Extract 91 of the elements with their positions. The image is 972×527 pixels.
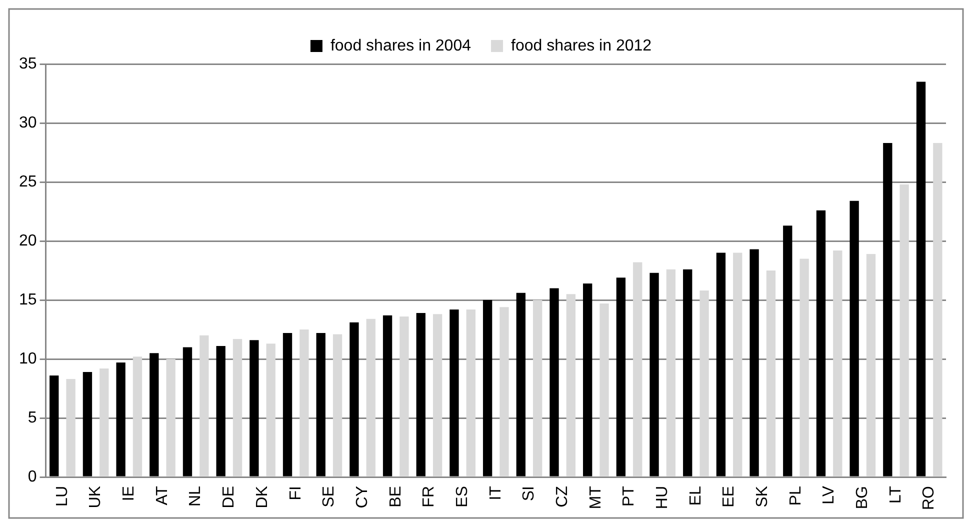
bar: [716, 252, 726, 476]
x-tick-label: PL: [787, 486, 804, 506]
y-tick-label: 0: [28, 468, 37, 486]
bar: [900, 184, 909, 476]
bar: [482, 300, 492, 476]
x-tick-label: PT: [620, 486, 638, 506]
y-tick-label: 35: [19, 55, 37, 72]
bar: [583, 283, 592, 476]
x-tick-label: SE: [320, 486, 338, 508]
x-tick-label: IE: [120, 486, 138, 502]
bar: [400, 316, 409, 476]
bar: [783, 226, 792, 476]
y-tick-label: 25: [19, 173, 37, 190]
x-tick-label: LU: [54, 486, 71, 506]
bar: [166, 359, 176, 476]
bar: [150, 353, 159, 476]
x-tick-label: BG: [854, 486, 872, 510]
x-tick-label: SI: [520, 486, 538, 502]
bar: [350, 322, 359, 476]
bar: [600, 304, 609, 476]
bar: [633, 262, 642, 476]
bar: [416, 312, 426, 476]
bar: [650, 272, 659, 476]
legend-label: food shares in 2004: [330, 37, 472, 54]
x-tick-label: MT: [587, 486, 604, 510]
x-tick-label: BE: [387, 486, 404, 508]
bar: [816, 210, 826, 476]
bar: [933, 143, 942, 476]
bar: [566, 294, 576, 476]
x-tick-label: HU: [654, 486, 672, 510]
bar: [550, 288, 559, 476]
x-tick-label: SK: [754, 486, 772, 508]
bar: [800, 258, 809, 476]
bar: [432, 314, 442, 476]
x-tick-label: IT: [487, 486, 504, 500]
x-tick-label: FI: [287, 486, 304, 500]
x-tick-label: CY: [354, 486, 371, 508]
x-tick-label: UK: [87, 486, 104, 508]
bar: [332, 334, 342, 476]
x-tick-label: AT: [154, 486, 171, 506]
bar: [300, 330, 309, 476]
y-tick-label: 30: [19, 114, 37, 132]
bar: [250, 340, 259, 476]
bar: [850, 200, 859, 476]
legend-label: food shares in 2012: [511, 37, 652, 54]
bar: [883, 143, 892, 476]
bar: [500, 307, 509, 476]
bar: [916, 82, 926, 476]
bar: [683, 269, 692, 476]
bar: [833, 250, 842, 476]
y-tick-label: 5: [28, 409, 37, 426]
bar: [700, 290, 709, 476]
x-tick-label: EE: [720, 486, 738, 508]
bar: [232, 338, 242, 476]
bar: [316, 333, 326, 476]
x-tick-label: LT: [887, 486, 904, 504]
bar: [116, 362, 126, 476]
x-tick-label: DE: [220, 486, 238, 508]
bar: [866, 254, 876, 476]
bar: [750, 249, 759, 476]
x-tick-label: RO: [920, 486, 938, 510]
bar: [766, 270, 776, 476]
bar: [366, 318, 376, 476]
bar: [50, 376, 59, 476]
bar: [66, 379, 76, 476]
y-tick-label: 15: [19, 291, 37, 308]
bar: [100, 368, 109, 476]
x-tick-label: FR: [420, 486, 438, 508]
bar: [733, 252, 742, 476]
x-tick-label: DK: [254, 486, 271, 508]
bar: [282, 333, 292, 476]
bar: [182, 347, 192, 476]
bar: [666, 269, 676, 476]
bar: [450, 309, 459, 476]
x-tick-label: LV: [820, 486, 838, 504]
bar: [266, 344, 276, 476]
x-tick-label: NL: [187, 486, 204, 506]
bar: [616, 278, 626, 476]
bar: [216, 346, 226, 476]
bar: [466, 309, 476, 476]
bar: [382, 315, 392, 476]
bar: [200, 335, 209, 476]
x-tick-label: CZ: [554, 486, 571, 508]
bar: [82, 372, 92, 476]
y-tick-label: 20: [19, 232, 37, 250]
bar: [532, 300, 542, 476]
bar: [516, 292, 526, 476]
x-tick-label: ES: [454, 486, 471, 508]
bar: [132, 356, 142, 476]
x-tick-label: EL: [687, 486, 704, 506]
y-tick-label: 10: [19, 350, 37, 368]
